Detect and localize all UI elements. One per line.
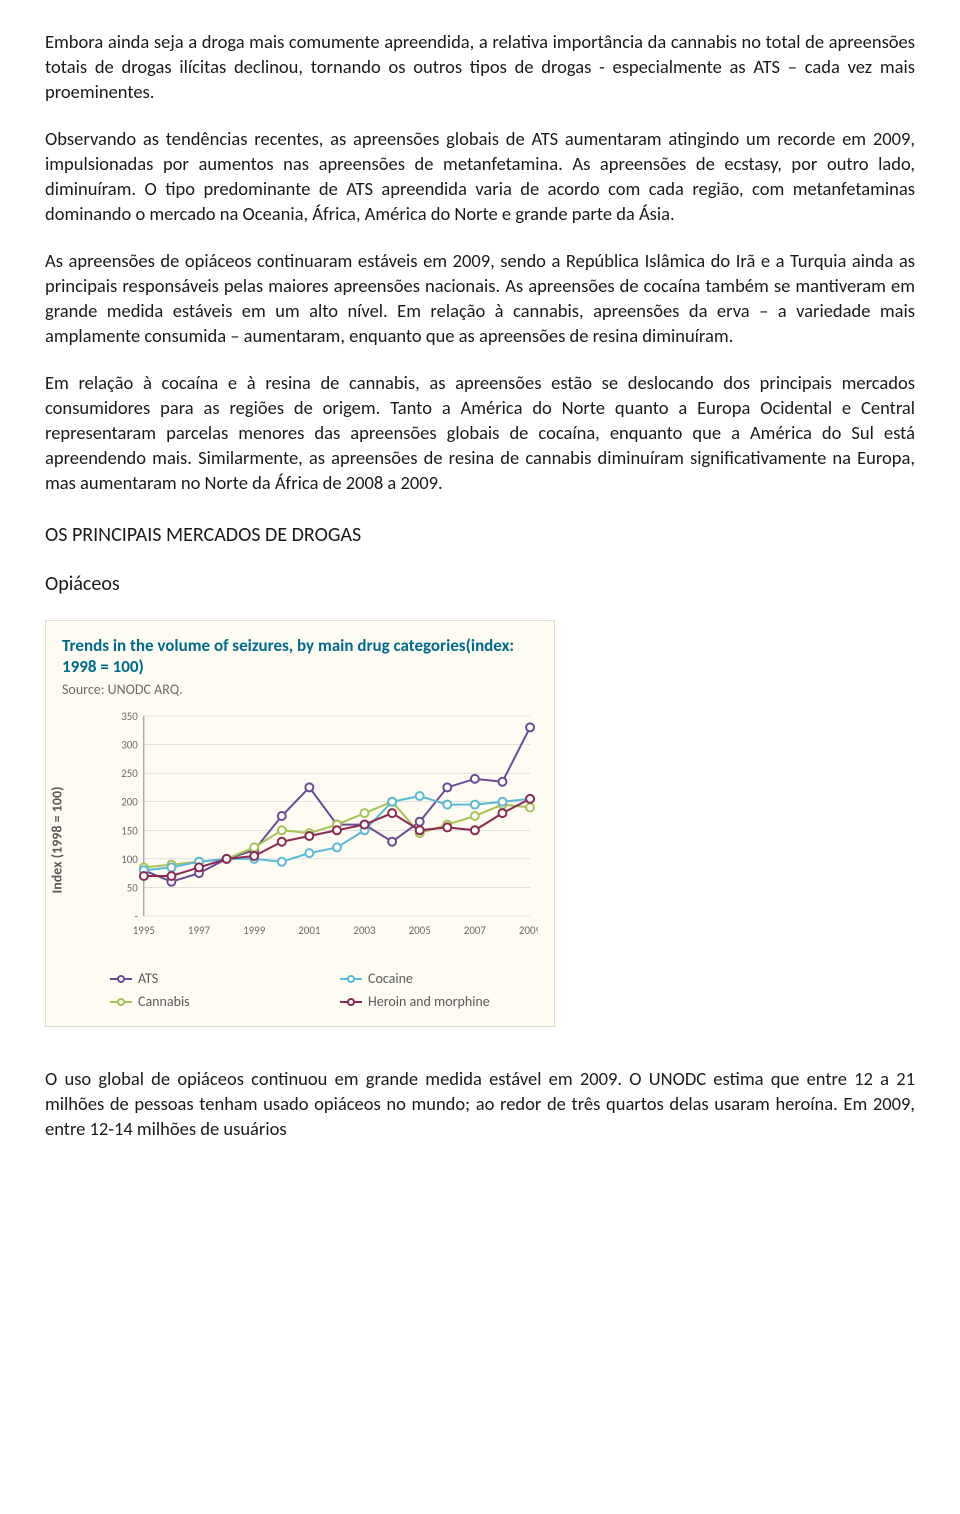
legend-swatch — [110, 1001, 132, 1003]
svg-text:1997: 1997 — [188, 924, 211, 937]
chart-box: Trends in the volume of seizures, by mai… — [45, 620, 555, 1027]
legend-item: Cannabis — [110, 993, 290, 1012]
section-heading-markets: OS PRINCIPAIS MERCADOS DE DROGAS — [45, 522, 915, 549]
svg-text:300: 300 — [121, 738, 138, 751]
svg-text:2005: 2005 — [409, 924, 431, 937]
chart-y-axis-label: Index (1998 = 100) — [49, 786, 68, 893]
legend-swatch — [340, 978, 362, 980]
legend-item: Heroin and morphine — [340, 993, 520, 1012]
svg-text:100: 100 — [121, 853, 138, 866]
svg-text:250: 250 — [121, 767, 138, 780]
paragraph-1: Embora ainda seja a droga mais comumente… — [45, 30, 915, 105]
svg-text:2009: 2009 — [519, 924, 538, 937]
legend-row: ATS Cocaine — [110, 970, 538, 989]
paragraph-2: Observando as tendências recentes, as ap… — [45, 127, 915, 227]
paragraph-3: As apreensões de opiáceos continuaram es… — [45, 249, 915, 349]
svg-text:2001: 2001 — [298, 924, 321, 937]
legend-row: Cannabis Heroin and morphine — [110, 993, 538, 1012]
sub-heading-opiaceos: Opiáceos — [45, 571, 915, 598]
legend-label: Heroin and morphine — [368, 993, 490, 1012]
svg-text:-: - — [135, 910, 138, 923]
svg-text:2003: 2003 — [353, 924, 376, 937]
svg-text:2007: 2007 — [464, 924, 487, 937]
svg-text:350: 350 — [121, 710, 138, 723]
legend-swatch — [110, 978, 132, 980]
seizure-trends-chart: Trends in the volume of seizures, by mai… — [45, 620, 915, 1027]
chart-plot-area: Index (1998 = 100) -50100150200250300350… — [62, 710, 538, 970]
chart-source: Source: UNODC ARQ. — [62, 681, 538, 700]
chart-title: Trends in the volume of seizures, by mai… — [62, 635, 538, 678]
legend-item: Cocaine — [340, 970, 520, 989]
legend-label: Cannabis — [138, 993, 190, 1012]
svg-text:50: 50 — [127, 881, 139, 894]
paragraph-5: O uso global de opiáceos continuou em gr… — [45, 1067, 915, 1142]
legend-swatch — [340, 1001, 362, 1003]
legend-item: ATS — [110, 970, 290, 989]
legend-label: Cocaine — [368, 970, 413, 989]
svg-text:200: 200 — [121, 796, 138, 809]
chart-legend: ATS Cocaine Cannabis Heroin and morphine — [62, 970, 538, 1012]
legend-label: ATS — [138, 970, 158, 989]
svg-text:150: 150 — [121, 824, 138, 837]
paragraph-4: Em relação à cocaína e à resina de canna… — [45, 371, 915, 496]
svg-text:1995: 1995 — [133, 924, 155, 937]
chart-svg: - 50 100 150 200 250 300 350 1995 1997 1999 2001 200… — [110, 710, 538, 940]
svg-text:1999: 1999 — [243, 924, 266, 937]
